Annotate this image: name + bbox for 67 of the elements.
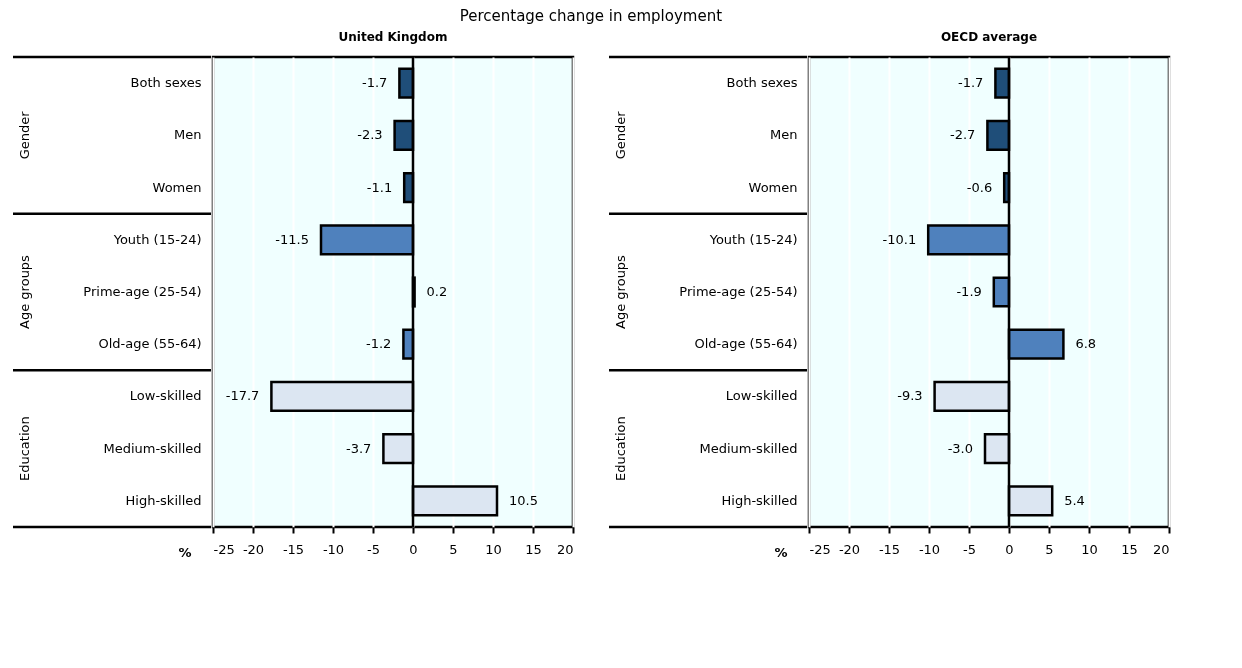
x-tick-label: 20 — [556, 541, 574, 557]
data-label: -17.7 — [225, 388, 260, 404]
x-tick-label: -25 — [213, 541, 235, 557]
y-tick-label: Women — [748, 179, 798, 195]
text: Gender — [613, 110, 628, 160]
y-tick-label: Low-skilled — [129, 388, 202, 404]
y-tick-label: Prime-age (25-54) — [83, 284, 202, 299]
x-tick-label: -15 — [282, 541, 305, 557]
x-tick-label: -20 — [838, 541, 861, 557]
data-label: -10.1 — [882, 231, 917, 247]
x-tick-label: 15 — [1121, 541, 1138, 557]
x-tick-label: -15 — [878, 541, 901, 557]
text: Education — [17, 416, 32, 482]
y-tick-label: Both sexes — [726, 75, 798, 91]
data-label: -3.7 — [346, 440, 372, 456]
y-tick-label: Prime-age (25-54) — [679, 284, 798, 299]
x-tick-label: -5 — [367, 541, 380, 557]
y-tick-label: Both sexes — [130, 75, 202, 91]
data-label: -9.3 — [897, 388, 923, 404]
x-tick-label: 10 — [485, 541, 502, 557]
x-tick-label: -5 — [963, 541, 976, 557]
y-tick-label: Low-skilled — [725, 388, 798, 404]
chart-title: United Kingdom — [338, 29, 448, 44]
data-label: 5.4 — [1064, 492, 1085, 508]
text: Education — [613, 416, 628, 482]
data-label: 10.5 — [509, 492, 538, 508]
chart-subtitle: Percentage change in employment — [459, 6, 723, 25]
x-tick-label: 10 — [1081, 541, 1098, 557]
text: Gender — [17, 110, 32, 160]
x-tick-label: -25 — [809, 541, 831, 557]
x-tick-label: 0 — [1005, 541, 1014, 557]
y-tick-label: Old-age (55-64) — [98, 336, 202, 352]
x-tick-label: -20 — [242, 541, 265, 557]
text: Age groups — [613, 254, 628, 329]
x-tick-label: 5 — [449, 541, 458, 557]
y-tick-label: Youth (15-24) — [112, 231, 202, 247]
y-tick-label: High-skilled — [721, 492, 798, 508]
data-label: -2.7 — [950, 127, 976, 143]
data-label: -1.1 — [366, 179, 393, 195]
data-label: -2.3 — [357, 127, 383, 143]
y-tick-label: Medium-skilled — [699, 440, 798, 456]
y-tick-label: Youth (15-24) — [708, 231, 798, 247]
y-tick-label: Medium-skilled — [103, 440, 202, 456]
x-tick-label: 20 — [1152, 541, 1170, 557]
y-tick-label: Men — [174, 127, 202, 143]
data-label: -11.5 — [275, 231, 309, 247]
x-axis-title: % — [774, 544, 788, 560]
text: Age groups — [17, 254, 32, 329]
y-tick-label: High-skilled — [125, 492, 202, 508]
x-tick-label: 15 — [525, 541, 542, 557]
chart-title: OECD average — [940, 29, 1038, 44]
x-tick-label: -10 — [918, 541, 941, 557]
data-label: -0.6 — [966, 179, 993, 195]
x-axis-title: % — [178, 544, 192, 560]
data-label: -3.0 — [947, 440, 973, 456]
y-tick-label: Men — [770, 127, 798, 143]
data-label: -1.7 — [958, 75, 984, 91]
data-label: -1.2 — [366, 336, 392, 352]
y-tick-label: Women — [152, 179, 202, 195]
x-tick-label: 5 — [1045, 541, 1054, 557]
y-tick-label: Old-age (55-64) — [694, 336, 798, 352]
data-label: 6.8 — [1075, 336, 1097, 352]
data-label: -1.9 — [956, 284, 982, 299]
data-label: -1.7 — [362, 75, 388, 91]
x-tick-label: 0 — [409, 541, 418, 557]
x-tick-label: -10 — [322, 541, 345, 557]
data-label: 0.2 — [426, 284, 448, 299]
